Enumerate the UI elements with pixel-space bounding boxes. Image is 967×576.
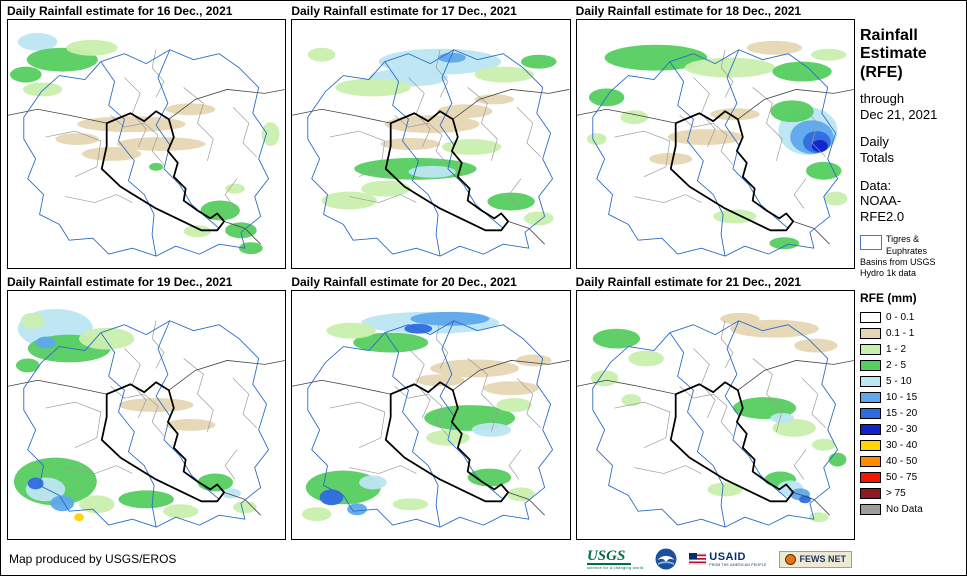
legend-swatch [860, 439, 881, 451]
map-canvas [7, 290, 287, 540]
noaa-emblem-icon [655, 548, 677, 570]
map-panel-20dec: Daily Rainfall estimate for 20 Dec., 202… [291, 274, 571, 540]
legend-swatch [860, 343, 881, 355]
legend-title: RFE (mm) [860, 291, 917, 306]
usaid-wordmark: USAID [709, 550, 746, 563]
legend-label: 30 - 40 [886, 439, 918, 451]
through-block: through Dec 21, 2021 [860, 91, 963, 122]
legend-label: > 75 [886, 487, 906, 499]
legend-row: 2 - 5 [860, 358, 963, 372]
legend-row: 40 - 50 [860, 454, 963, 468]
legend-label: 5 - 10 [886, 375, 912, 387]
usaid-flag-icon [689, 553, 707, 565]
map-panel-16dec: Daily Rainfall estimate for 16 Dec., 202… [7, 3, 287, 269]
legend-swatch [860, 391, 881, 403]
legend-row: 10 - 15 [860, 390, 963, 404]
legend-label: 2 - 5 [886, 359, 907, 371]
legend-swatch [860, 423, 881, 435]
usaid-tagline: FROM THE AMERICAN PEOPLE [709, 562, 767, 567]
usaid-logo: USAID FROM THE AMERICAN PEOPLE [689, 550, 767, 567]
map-panel-17dec: Daily Rainfall estimate for 17 Dec., 202… [291, 3, 571, 269]
map-canvas [575, 290, 855, 540]
legend-label: 50 - 75 [886, 471, 918, 483]
totals-label: Daily Totals [860, 134, 894, 165]
legend-row: 15 - 20 [860, 406, 963, 420]
legend-row: 30 - 40 [860, 438, 963, 452]
legend-row: 0 - 0.1 [860, 310, 963, 324]
map-panel-19dec: Daily Rainfall estimate for 19 Dec., 202… [7, 274, 287, 540]
legend-entries: 0 - 0.1 0.1 - 1 1 - 2 2 - 5 5 - 10 10 - 15 15 … [860, 310, 963, 516]
fewsnet-logo: FEWS NET [778, 550, 852, 568]
basin-outline-swatch [860, 235, 882, 251]
map-canvas [7, 19, 287, 269]
map-panel-18dec: Daily Rainfall estimate for 18 Dec., 202… [575, 3, 855, 269]
map-canvas [575, 19, 855, 269]
footer: Map produced by USGS/EROS USGS science f… [9, 546, 958, 572]
sidebar: Rainfall Estimate (RFE) through Dec 21, … [860, 27, 963, 518]
legend-swatch [860, 359, 881, 371]
panel-title: Daily Rainfall estimate for 18 Dec., 202… [575, 4, 802, 18]
globe-icon [784, 553, 796, 565]
legend-swatch [860, 311, 881, 323]
legend-label: 0 - 0.1 [886, 311, 915, 323]
logo-strip: USGS science for a changing world [586, 548, 852, 570]
data-source-label: Data: NOAA-RFE2.0 [860, 177, 905, 224]
basin-legend: Tigres & Euphrates Basins from USGS Hydr… [860, 234, 956, 279]
legend-label: 1 - 2 [886, 343, 907, 355]
basin-legend-label: Tigres & Euphrates Basins from USGS Hydr… [860, 234, 936, 279]
legend-swatch [860, 487, 881, 499]
panel-title: Daily Rainfall estimate for 16 Dec., 202… [7, 4, 233, 18]
legend-swatch [860, 471, 881, 483]
legend-label: 20 - 30 [886, 423, 918, 435]
usaid-text-block: USAID FROM THE AMERICAN PEOPLE [709, 550, 767, 567]
through-date: Dec 21, 2021 [860, 106, 938, 122]
legend-swatch [860, 407, 881, 419]
panel-title: Daily Rainfall estimate for 17 Dec., 202… [291, 4, 517, 18]
through-label: through [860, 91, 905, 107]
rfe-legend: RFE (mm) 0 - 0.1 0.1 - 1 1 - 2 2 - 5 5 - 10 1… [860, 291, 963, 516]
legend-row: 1 - 2 [860, 342, 963, 356]
credit-text: Map produced by USGS/EROS [9, 552, 177, 566]
usgs-tagline: science for a changing world [586, 564, 644, 570]
sidebar-title: Rainfall Estimate (RFE) [860, 27, 927, 81]
usgs-logo: USGS science for a changing world [586, 548, 644, 570]
legend-label: 0.1 - 1 [886, 327, 915, 339]
legend-row: 20 - 30 [860, 422, 963, 436]
panel-title: Daily Rainfall estimate for 19 Dec., 202… [7, 275, 233, 289]
map-canvas [291, 290, 571, 540]
noaa-logo [655, 548, 677, 570]
legend-swatch [860, 503, 881, 515]
panel-title: Daily Rainfall estimate for 20 Dec., 202… [291, 275, 517, 289]
maps-grid: Daily Rainfall estimate for 16 Dec., 202… [7, 3, 855, 540]
legend-row: 5 - 10 [860, 374, 963, 388]
legend-row: > 75 [860, 486, 963, 500]
legend-row: No Data [860, 502, 963, 516]
map-panel-21dec: Daily Rainfall estimate for 21 Dec., 202… [575, 274, 855, 540]
map-canvas [291, 19, 571, 269]
legend-swatch [860, 455, 881, 467]
legend-row: 50 - 75 [860, 470, 963, 484]
legend-label: No Data [886, 503, 923, 515]
legend-swatch [860, 327, 881, 339]
usgs-wordmark: USGS [586, 548, 632, 565]
legend-label: 15 - 20 [886, 407, 918, 419]
panel-title: Daily Rainfall estimate for 21 Dec., 202… [575, 275, 802, 289]
legend-row: 0.1 - 1 [860, 326, 963, 340]
fewsnet-wordmark: FEWS NET [799, 554, 847, 564]
legend-label: 10 - 15 [886, 391, 918, 403]
legend-label: 40 - 50 [886, 455, 918, 467]
legend-swatch [860, 375, 881, 387]
